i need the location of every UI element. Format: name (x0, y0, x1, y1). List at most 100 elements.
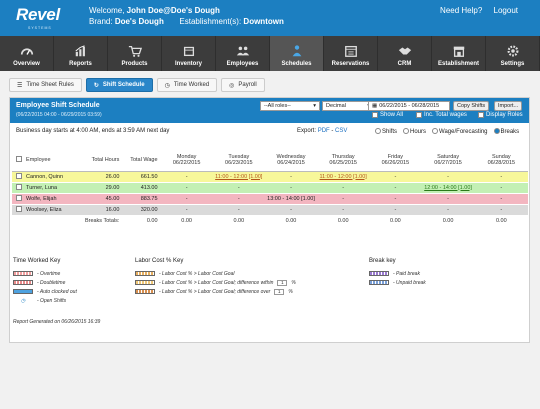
nav-establishment[interactable]: Establishment (432, 36, 486, 71)
radio[interactable] (375, 128, 381, 134)
storefront-icon (453, 46, 464, 57)
shift-cell[interactable]: - (421, 193, 475, 205)
view-option-hours[interactable]: Hours (403, 128, 426, 135)
nav-employees[interactable]: Employees (216, 36, 270, 71)
view-option-breaks[interactable]: Breaks (493, 128, 519, 135)
table-row[interactable]: Woolsey, Eliza 16.00 320.00 - - - - - - … (12, 204, 528, 216)
shift-cell[interactable]: - (264, 204, 318, 216)
nav-reservations[interactable]: Reservations (324, 36, 378, 71)
shift-cell[interactable]: - (317, 193, 370, 205)
radio-selected[interactable] (493, 128, 500, 134)
nav-overview[interactable]: Overview (0, 36, 54, 71)
shift-cell[interactable]: - (212, 204, 265, 216)
tab-payroll[interactable]: ◎ Payroll (221, 78, 265, 92)
col-day[interactable]: Friday 06/26/2015 (369, 150, 422, 172)
shift-cell[interactable]: - (474, 193, 528, 205)
brand-label: Brand: (89, 17, 113, 26)
shift-cell[interactable]: - (369, 204, 422, 216)
logout-link[interactable]: Logout (493, 6, 518, 15)
row-checkbox[interactable] (16, 205, 23, 212)
export-csv-link[interactable]: CSV (335, 128, 348, 134)
radio[interactable] (403, 128, 410, 134)
import-button[interactable]: Import... (494, 101, 523, 111)
col-day[interactable]: Thursday 06/25/2015 (317, 150, 370, 172)
radio[interactable] (432, 128, 439, 134)
inc-total-wages-checkbox[interactable] (416, 112, 422, 118)
shift-cell[interactable]: - (264, 171, 318, 183)
nav-products[interactable]: Products (108, 36, 162, 71)
within-input[interactable]: 1 (277, 279, 288, 286)
shift-cell[interactable]: 11:00 - 12:00 [1.00] (319, 173, 367, 180)
date-range-input[interactable]: ▦ 06/22/2015 - 06/28/2015 (368, 101, 450, 111)
tab-time-sheet-rules[interactable]: ☰ Time Sheet Rules (9, 78, 82, 92)
nav-schedules[interactable]: Schedules (270, 36, 324, 71)
employee-name[interactable]: Woolsey, Eliza (26, 204, 87, 216)
brand-name[interactable]: Doe's Dough (114, 17, 164, 26)
nav-inventory[interactable]: Inventory (162, 36, 216, 71)
row-checkbox[interactable] (16, 183, 23, 190)
roles-select[interactable]: --All roles-- ▾ (260, 101, 320, 111)
show-all-toggle[interactable]: Show All (372, 112, 403, 118)
shift-cell[interactable]: 12:00 - 14:00 [1.00] (424, 184, 472, 191)
shift-cell[interactable]: - (160, 171, 213, 183)
table-row[interactable]: Wolfe, Elijah 45.00 883.75 - - 13:00 - 1… (12, 193, 528, 205)
table-row[interactable]: Cannon, Quinn 26.00 661.50 - 11:00 - 12:… (12, 171, 528, 183)
shift-cell[interactable]: - (474, 182, 528, 194)
shift-cell[interactable]: - (369, 193, 422, 205)
col-total-hours[interactable]: Total Hours (86, 150, 123, 172)
shift-cell[interactable]: - (212, 182, 265, 194)
col-day[interactable]: Monday 06/22/2015 (160, 150, 213, 172)
shift-cell[interactable]: - (212, 193, 265, 205)
select-all-checkbox[interactable] (16, 156, 23, 163)
shift-cell[interactable]: - (160, 204, 213, 216)
row-checkbox[interactable] (16, 194, 23, 201)
row-checkbox[interactable] (16, 172, 23, 179)
shift-cell[interactable]: - (160, 182, 213, 194)
shift-cell[interactable]: - (421, 204, 475, 216)
date-range-value: 06/22/2015 - 06/28/2015 (379, 103, 440, 109)
col-day[interactable]: Saturday 06/27/2015 (421, 150, 475, 172)
view-option-shifts[interactable]: Shifts (375, 128, 397, 135)
tab-time-worked[interactable]: ◷ Time Worked (156, 78, 218, 92)
col-day[interactable]: Wednesday 06/24/2015 (264, 150, 318, 172)
shift-cell[interactable]: - (369, 182, 422, 194)
table-row[interactable]: Turner, Luna 29.00 413.00 - - - - - 12:0… (12, 182, 528, 194)
export-pdf-link[interactable]: PDF (317, 128, 330, 134)
employee-name[interactable]: Turner, Luna (26, 182, 87, 194)
col-employee[interactable]: Employee (26, 150, 87, 172)
shift-cell[interactable]: - (421, 171, 475, 183)
box-icon (183, 46, 194, 57)
employee-name[interactable]: Wolfe, Elijah (26, 193, 87, 205)
shift-cell[interactable]: - (474, 204, 528, 216)
shift-cell[interactable]: - (264, 182, 318, 194)
col-day[interactable]: Tuesday 06/23/2015 (212, 150, 265, 172)
shift-cell[interactable]: 13:00 - 14:00 [1.00] (264, 193, 318, 205)
establishment-name[interactable]: Downtown (243, 17, 284, 26)
shift-cell[interactable]: 11:00 - 12:00 [1.00] (215, 173, 263, 180)
display-roles-toggle[interactable]: Display Roles (478, 112, 523, 118)
shift-schedule-panel: Employee Shift Schedule (06/22/2015 04:0… (9, 97, 530, 343)
nav-reports[interactable]: Reports (54, 36, 108, 71)
tab-shift-schedule[interactable]: ↻ Shift Schedule (85, 78, 153, 92)
shift-cell[interactable]: - (369, 171, 422, 183)
col-total-wage[interactable]: Total Wage (122, 150, 161, 172)
revel-logo[interactable]: Revel (16, 5, 60, 24)
nav-label: Products (121, 61, 148, 67)
display-roles-checkbox[interactable] (478, 112, 484, 118)
help-link[interactable]: Need Help? (440, 6, 483, 15)
view-option-wage[interactable]: Wage/Forecasting (432, 128, 488, 135)
copy-shifts-button[interactable]: Copy Shifts (453, 101, 490, 111)
over-input[interactable]: 1 (274, 288, 285, 295)
nav-settings[interactable]: Settings (486, 36, 540, 71)
shift-cell[interactable]: - (317, 182, 370, 194)
format-select[interactable]: Decimal ▾ (322, 101, 374, 111)
list-icon: ☰ (17, 82, 23, 89)
shift-cell[interactable]: - (317, 204, 370, 216)
employee-name[interactable]: Cannon, Quinn (26, 171, 87, 183)
col-day[interactable]: Sunday 06/28/2015 (474, 150, 528, 172)
shift-cell[interactable]: - (474, 171, 528, 183)
shift-cell[interactable]: - (160, 193, 213, 205)
nav-crm[interactable]: CRM (378, 36, 432, 71)
inc-total-wages-toggle[interactable]: Inc. Total wages (416, 112, 467, 118)
show-all-checkbox[interactable] (372, 112, 378, 118)
